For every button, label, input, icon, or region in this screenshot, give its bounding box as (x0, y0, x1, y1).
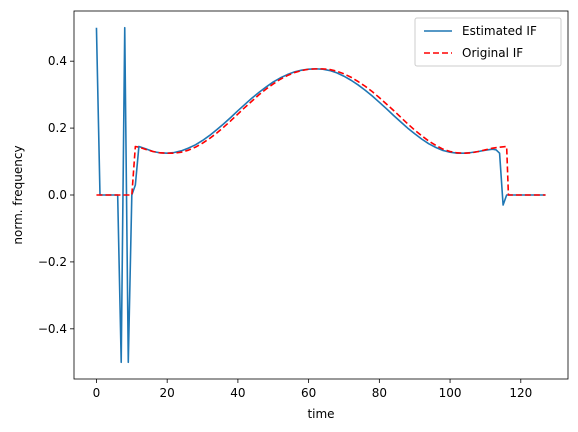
y-tick-label: −0.4 (38, 322, 67, 336)
x-tick-label: 100 (439, 386, 462, 400)
x-axis-label: time (307, 407, 334, 421)
legend: Estimated IF Original IF (414, 17, 562, 67)
x-tick-label: 80 (372, 386, 387, 400)
legend-box (414, 17, 562, 67)
y-tick-label: 0.2 (48, 121, 67, 135)
x-tick-label: 20 (160, 386, 175, 400)
y-tick-label: 0.4 (48, 54, 67, 68)
y-tick-label: 0.0 (48, 188, 67, 202)
x-tick-label: 60 (301, 386, 316, 400)
y-tick-label: −0.2 (38, 255, 67, 269)
x-tick-label: 0 (93, 386, 101, 400)
x-tick-label: 120 (509, 386, 532, 400)
legend-label-estimated-if: Estimated IF (462, 24, 537, 38)
x-tick-label: 40 (230, 386, 245, 400)
legend-label-original-if: Original IF (462, 46, 523, 60)
x-axis: 0 20 40 60 80 100 120 (93, 379, 532, 400)
series-line-original-if (96, 68, 546, 196)
series-layer (95, 26, 546, 364)
y-axis-label: norm. frequency (11, 145, 25, 244)
plot-background (74, 11, 568, 379)
y-axis: −0.4 −0.2 0.0 0.2 0.4 (38, 54, 74, 336)
